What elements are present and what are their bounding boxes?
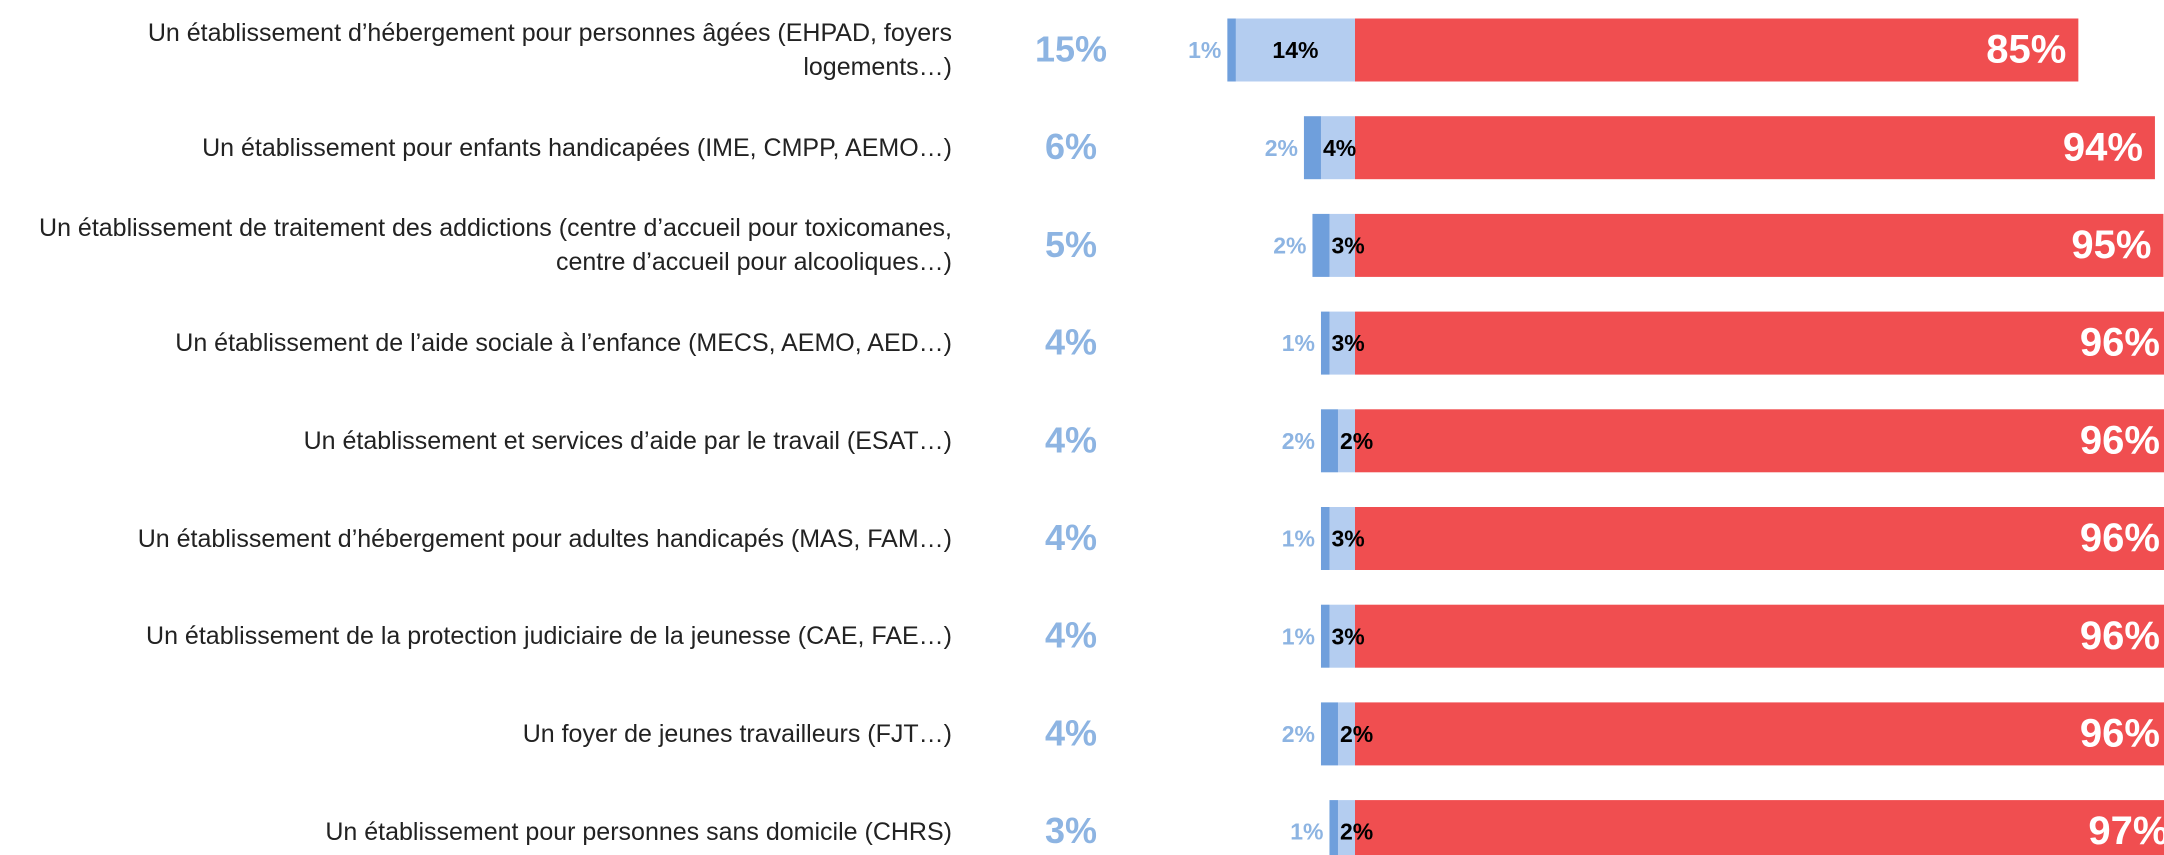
bar-segment: [1320, 507, 1330, 570]
value-label: 2%: [1340, 819, 1373, 845]
bar-segment: [1312, 213, 1330, 277]
category-label: Un établissement de traitement des addic…: [39, 214, 952, 277]
bar-segment: [1329, 800, 1338, 855]
value-label: 1%: [1290, 819, 1323, 845]
bar-segment: [1320, 409, 1338, 473]
value-label: 1%: [1282, 623, 1315, 649]
value-label: 2%: [1282, 428, 1315, 454]
value-label: 3%: [1331, 623, 1364, 649]
bar-segment: [1329, 311, 1355, 375]
bar-segment: [1355, 18, 2079, 82]
bar-segment: [1329, 604, 1355, 668]
category-label: Un foyer de jeunes travailleurs (FJT…): [522, 719, 952, 748]
value-label: 95%: [2071, 223, 2151, 267]
value-label: 96%: [2080, 614, 2160, 658]
value-label: 3%: [1331, 526, 1364, 552]
value-label: 96%: [2080, 516, 2160, 560]
value-label: 2%: [1340, 428, 1373, 454]
value-label: 2%: [1282, 721, 1315, 747]
bar-segment: [1337, 409, 1355, 473]
total-label: 15%: [1035, 29, 1107, 70]
value-label: 94%: [2063, 125, 2143, 169]
total-label: 3%: [1045, 810, 1097, 851]
value-label: 97%: [2088, 809, 2164, 853]
total-label: 6%: [1045, 126, 1097, 167]
bar-segment: [1320, 702, 1338, 766]
bar-segment: [1329, 213, 1355, 277]
value-label: 85%: [1986, 28, 2066, 72]
bar-segment: [1235, 18, 1355, 82]
bar-segment: [1355, 507, 2164, 570]
bar-segment: [1355, 213, 2164, 277]
bar-segment: [1355, 116, 2155, 180]
category-label: Un établissement pour enfants handicapée…: [202, 133, 952, 162]
bar-segment: [1355, 800, 2164, 855]
category-label: Un établissement et services d’aide par …: [303, 426, 952, 455]
value-label: 3%: [1331, 330, 1364, 356]
value-label: 96%: [2080, 321, 2160, 365]
bar-segment: [1355, 311, 2164, 375]
total-label: 5%: [1045, 224, 1097, 265]
bar-segment: [1355, 702, 2164, 766]
value-label: 1%: [1282, 330, 1315, 356]
total-label: 4%: [1045, 712, 1097, 753]
total-label: 4%: [1045, 615, 1097, 656]
bar-segment: [1320, 311, 1330, 375]
bar-segment: [1355, 409, 2164, 473]
value-label: 14%: [1272, 37, 1318, 63]
category-label: Un établissement d’hébergement pour pers…: [147, 19, 952, 81]
category-label: Un établissement pour personnes sans dom…: [325, 817, 952, 846]
value-label: 96%: [2080, 418, 2160, 462]
bar-segment: [1320, 604, 1330, 668]
total-label: 4%: [1045, 517, 1097, 558]
bar-segment: [1355, 604, 2164, 668]
value-label: 1%: [1282, 526, 1315, 552]
value-label: 2%: [1265, 135, 1298, 161]
bar-segment: [1329, 507, 1355, 570]
bar-segment: [1227, 18, 1236, 82]
value-label: 1%: [1188, 37, 1221, 63]
category-label: Un établissement de l’aide sociale à l’e…: [175, 329, 952, 358]
category-label: Un établissement de la protection judici…: [146, 622, 952, 651]
total-label: 4%: [1045, 322, 1097, 363]
category-label: Un établissement d’hébergement pour adul…: [137, 524, 952, 553]
value-label: 2%: [1273, 232, 1306, 258]
bar-segment: [1337, 800, 1355, 855]
bar-segment: [1320, 116, 1355, 180]
value-label: 96%: [2080, 711, 2160, 755]
bar-segment: [1303, 116, 1321, 180]
value-label: 4%: [1323, 135, 1356, 161]
value-label: 2%: [1340, 721, 1373, 747]
bar-segment: [1337, 702, 1355, 766]
value-label: 3%: [1331, 232, 1364, 258]
total-label: 4%: [1045, 419, 1097, 460]
